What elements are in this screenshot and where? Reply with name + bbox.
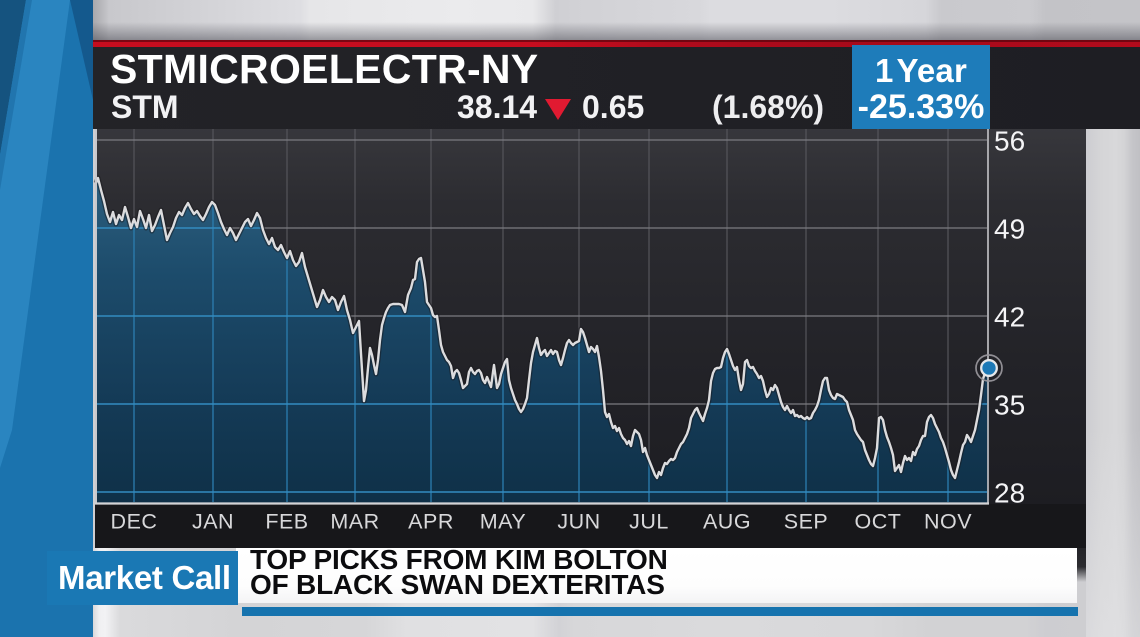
svg-text:APR: APR bbox=[408, 510, 454, 534]
svg-text:SEP: SEP bbox=[784, 510, 829, 534]
svg-text:DEC: DEC bbox=[111, 510, 158, 534]
svg-text:MAY: MAY bbox=[480, 510, 527, 534]
svg-text:JUN: JUN bbox=[557, 510, 600, 534]
svg-text:OCT: OCT bbox=[855, 510, 902, 534]
svg-text:28: 28 bbox=[994, 478, 1025, 509]
svg-text:FEB: FEB bbox=[265, 510, 308, 534]
svg-text:JAN: JAN bbox=[192, 510, 234, 534]
svg-text:49: 49 bbox=[994, 214, 1025, 245]
svg-text:MAR: MAR bbox=[330, 510, 379, 534]
svg-text:AUG: AUG bbox=[703, 510, 751, 534]
svg-text:NOV: NOV bbox=[924, 510, 972, 534]
svg-text:42: 42 bbox=[994, 302, 1025, 333]
svg-text:35: 35 bbox=[994, 390, 1025, 421]
svg-text:JUL: JUL bbox=[629, 510, 669, 534]
svg-text:56: 56 bbox=[994, 128, 1025, 157]
